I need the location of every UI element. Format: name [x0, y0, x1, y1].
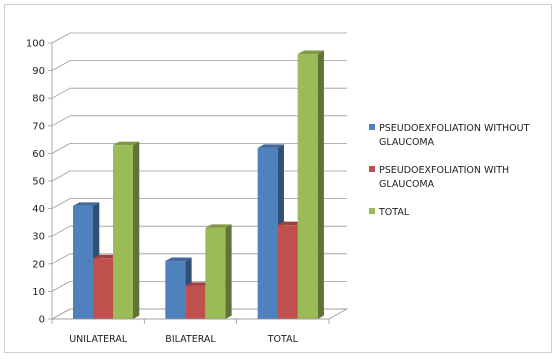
gridline-side	[51, 115, 71, 127]
y-tick-label: 100	[26, 39, 45, 50]
legend-entry: PSEUDOEXFOLIATION WITH GLAUCOMA	[369, 165, 509, 190]
gridline-side	[51, 198, 71, 209]
legend-entry: TOTAL	[369, 207, 410, 218]
bar-side	[317, 50, 324, 319]
bar-front	[165, 261, 186, 319]
bar-front	[113, 145, 133, 319]
bar-chart: 0 10 20 30 40 50 60 70 80 90 100 UNILATERAL BILATER…	[26, 32, 530, 345]
y-tick-label: 0	[39, 315, 45, 326]
x-tick-label: TOTAL	[267, 334, 299, 345]
bars	[73, 50, 324, 319]
x-tick-label: UNILATERAL	[69, 334, 128, 345]
bar-top	[165, 257, 192, 262]
legend-swatch	[369, 208, 375, 214]
legend-label: TOTAL	[378, 207, 410, 218]
bar-top	[257, 144, 284, 148]
legend-swatch	[369, 124, 375, 130]
bar-side	[133, 141, 140, 319]
legend-label: PSEUDOEXFOLIATION WITH GLAUCOMA	[379, 165, 509, 190]
bar-top	[277, 221, 304, 226]
y-tick-label: 80	[32, 94, 45, 105]
y-tick-label: 40	[32, 204, 45, 215]
bar-front	[297, 54, 318, 319]
gridline-side	[51, 32, 71, 44]
y-tick-label: 10	[32, 287, 45, 298]
bar-top	[297, 50, 324, 55]
bar-top	[205, 224, 232, 228]
y-tick-label: 30	[32, 232, 45, 243]
bar-front	[205, 227, 226, 319]
y-tick-label: 50	[32, 177, 45, 188]
gridline-side	[51, 225, 71, 237]
y-tick-label: 90	[32, 66, 45, 77]
legend-label: PSEUDOEXFOLIATION WITHOUT GLAUCOMA	[379, 123, 530, 148]
legend-swatch	[369, 166, 375, 172]
bar-top	[93, 254, 120, 259]
gridline-side	[51, 87, 71, 99]
chart-frame: 0 10 20 30 40 50 60 70 80 90 100 UNILATERAL BILATER…	[4, 4, 552, 353]
bar-front	[73, 205, 93, 319]
bar	[205, 224, 232, 319]
bar-side	[225, 224, 232, 319]
y-tick-label: 20	[32, 259, 45, 270]
legend: PSEUDOEXFOLIATION WITHOUT GLAUCOMA PSEUDOE…	[369, 123, 530, 218]
gridline-side	[51, 281, 71, 292]
bar-top	[73, 202, 100, 206]
gridline-side	[51, 143, 71, 154]
x-tick-label: BILATERAL	[165, 334, 216, 345]
y-axis: 0 10 20 30 40 50 60 70 80 90 100	[26, 39, 52, 326]
bar-front	[93, 258, 113, 319]
gridline-side	[51, 308, 71, 320]
y-tick-label: 70	[32, 121, 45, 132]
gridline-side	[51, 253, 71, 265]
gridline-side	[51, 60, 71, 71]
bar-front	[185, 285, 206, 319]
y-tick-label: 60	[32, 149, 45, 160]
bar	[113, 141, 140, 319]
bar	[297, 50, 324, 319]
bar-top	[113, 141, 140, 146]
bar-top	[185, 282, 212, 286]
bar-front	[277, 225, 298, 319]
x-axis: UNILATERAL BILATERAL TOTAL	[51, 318, 330, 345]
gridline-side	[51, 170, 71, 182]
legend-entry: PSEUDOEXFOLIATION WITHOUT GLAUCOMA	[369, 123, 530, 148]
bar-front	[257, 147, 278, 319]
